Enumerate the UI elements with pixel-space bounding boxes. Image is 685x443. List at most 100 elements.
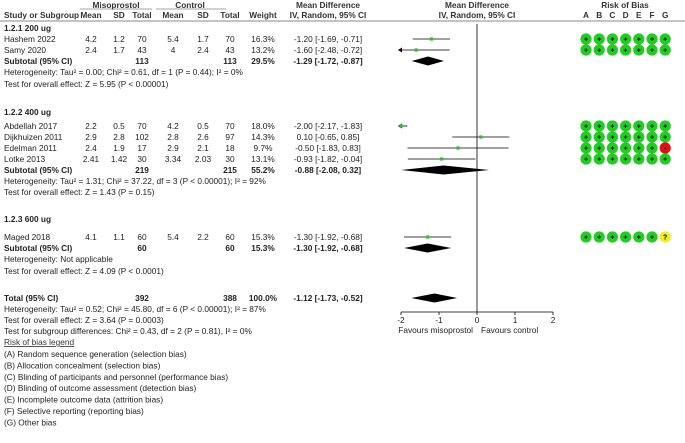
total2-value: 43 [225,45,235,55]
total-n1: 392 [135,293,149,303]
rob-dot-symbol: + [650,124,654,131]
subtotal-diamond [404,243,452,253]
total-weight: 100.0% [249,293,278,303]
legend-item: (F) Selective reporting (reporting bias) [4,406,144,416]
rob-dot [606,131,619,143]
sd1-value: 1.2 [113,34,125,44]
total-heterogeneity-text: Heterogeneity: Tau² = 0.52; Chi² = 45.80… [4,304,267,314]
md-plot-header: Mean Difference [445,0,509,10]
rob-dot [659,33,671,45]
rob-dot-symbol: + [597,124,601,131]
rob-dot [606,231,619,243]
rob-dot-symbol: + [650,37,654,44]
subgroup-differences-text: Test for subgroup differences: Chi² = 0.… [4,326,252,336]
study-point [426,235,430,239]
rob-dot [606,120,619,132]
rob-dot [659,120,671,132]
study-name: Maged 2018 [4,232,51,242]
rob-dot-symbol: + [597,135,601,142]
subtotal-weight: 55.2% [251,165,275,175]
subtotal-n1: 113 [135,56,149,66]
rob-dot-symbol: + [624,135,628,142]
rob-dot-symbol: + [584,48,588,55]
mean1-value: 2.41 [83,154,100,164]
rob-dot-symbol: + [650,135,654,142]
sd2-value: 1.7 [197,34,209,44]
rob-dot [633,44,645,56]
heterogeneity-text: Heterogeneity: Tau² = 1.31; Chi² = 37.22… [4,176,267,186]
rob-dot-symbol: ? [663,235,667,242]
mean1-value: 2.4 [85,143,97,153]
mean2-value: 3.34 [165,154,182,164]
rob-dot [620,153,632,165]
study-name: Samy 2020 [4,45,46,55]
rob-dot [646,131,658,143]
rob-col-a: A [583,10,589,20]
rob-dot [606,153,619,165]
rob-dot-symbol: + [584,157,588,164]
study-point [479,135,483,139]
rob-dot-symbol: - [664,146,667,153]
mean1-value: 4.2 [85,34,97,44]
total1-value: 43 [137,45,147,55]
subgroup-title: 1.2.1 200 ug [4,23,51,33]
weight-column-header: Weight [249,10,277,20]
subtotal-weight: 29.5% [251,56,275,66]
subtotal-label: Subtotal (95% CI) [4,243,72,253]
rob-dot [659,153,671,165]
heterogeneity-text: Heterogeneity: Tau² = 0.00; Chi² = 0.61,… [4,67,243,77]
total2-value: 18 [225,143,235,153]
rob-grid: + + + + + + + + + + + + + + + + + + + + + + + + + + + + + + + + + + - + + + + +… [580,33,671,243]
subtotal-n2: 60 [225,243,235,253]
plot-area: -2 -1 0 1 2 Favours misoprostol Favours contro… [397,24,556,335]
rob-dot [646,153,658,165]
subtotal-n1: 60 [137,243,147,253]
rob-dot [580,44,592,56]
rob-dot-symbol: + [610,135,614,142]
rob-dot [620,131,632,143]
x-tick-label: 0 [475,315,480,325]
rob-dot-symbol: + [663,135,667,142]
rob-dot-symbol: + [624,37,628,44]
total-overall-effect-text: Test for overall effect: Z = 3.64 (P = 0… [4,315,164,325]
weight-value: 16.3% [251,34,275,44]
rob-dot [659,231,671,243]
rob-dot [633,120,645,132]
weight-value: 18.0% [251,121,275,131]
study-column-header: Study or Subgroup [4,10,79,20]
overall-effect-text: Test for overall effect: Z = 1.43 (P = 0… [4,187,155,197]
total2-value: 70 [225,121,235,131]
total1-column-header: Total [132,10,151,20]
rob-dot-symbol: + [637,146,641,153]
md-numeric-header: Mean Difference [296,0,360,10]
legend-item: (A) Random sequence generation (selectio… [4,349,187,359]
study-point [429,37,433,41]
rob-dot-symbol: + [637,48,641,55]
total2-column-header: Total [220,10,239,20]
mean2-value: 4 [171,45,176,55]
favours-right-label: Favours control [481,325,538,335]
rob-dot [593,120,605,132]
favours-left-label: Favours misoprostol [398,325,473,335]
total1-value: 70 [137,34,147,44]
rob-dot-symbol: + [610,235,614,242]
rob-dot [606,33,619,45]
legend-item: (B) Allocation concealment (selection bi… [4,360,161,370]
subtotal-ci: -0.88 [-2.08, 0.32] [295,165,362,175]
sd1-value: 1.1 [113,232,125,242]
subtotal-n2: 215 [223,165,237,175]
rob-col-f: F [649,10,654,20]
rob-dot-symbol: + [610,124,614,131]
rob-dot [593,142,605,154]
rob-dot [646,33,658,45]
weight-value: 9.7% [254,143,274,153]
mean2-value: 2.9 [167,143,179,153]
mean2-value: 4.2 [167,121,179,131]
rob-dot-symbol: + [597,157,601,164]
rob-header: Risk of Bias [601,0,649,10]
rob-dot [633,142,645,154]
x-tick-label: -1 [435,315,443,325]
md-ci-value: -1.20 [-1.69, -0.71] [294,34,362,44]
overall-effect-text: Test for overall effect: Z = 4.09 (P < 0… [4,266,164,276]
